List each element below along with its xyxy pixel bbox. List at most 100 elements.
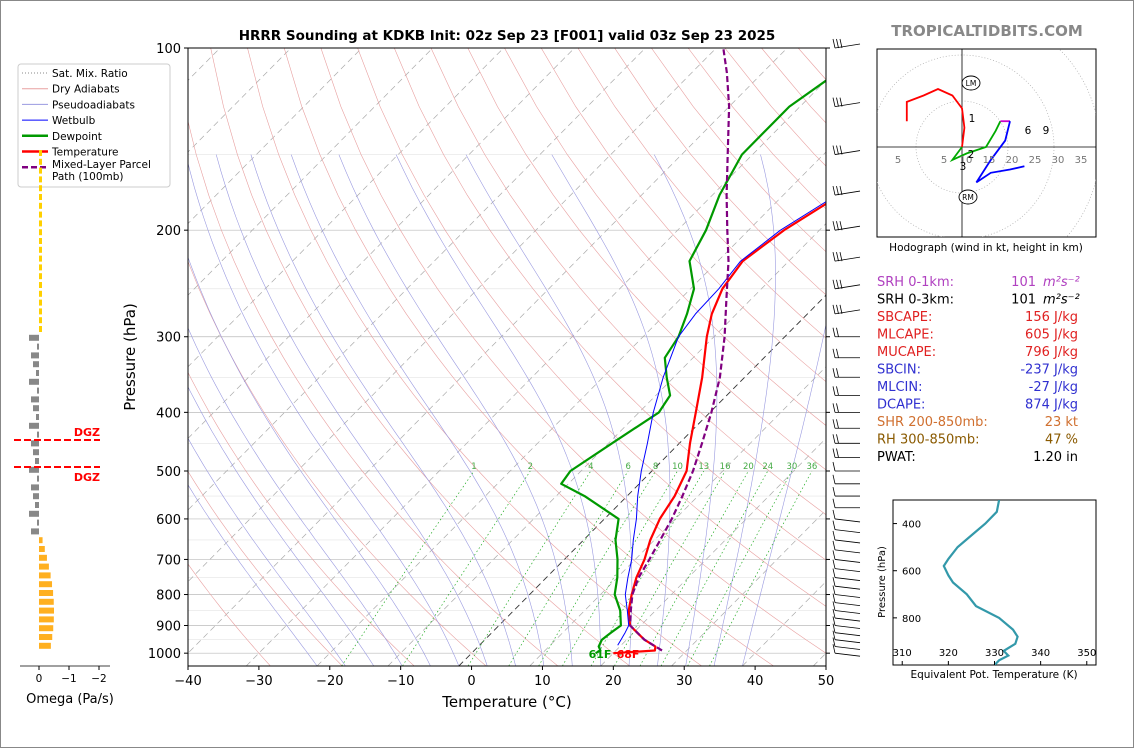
y-tick-label: 1000 (148, 647, 181, 662)
wind-barb (832, 486, 860, 497)
hodo-marker-label: RM (962, 193, 974, 202)
y-tick-label: 300 (156, 331, 181, 346)
legend: Sat. Mix. Ratio Dry Adiabats Pseudoadiabat… (17, 63, 171, 188)
omega-bar (29, 466, 39, 473)
omega-bar (39, 238, 42, 244)
isotherm (188, 48, 646, 511)
wind-barb-flag (832, 448, 836, 458)
omega-bar (37, 519, 39, 526)
wind-barb-flag (836, 279, 839, 289)
isotherm (0, 48, 7, 666)
wind-barb-flag (832, 540, 836, 550)
wind-barb-staff (834, 639, 861, 644)
wind-barb (832, 474, 860, 485)
dry-adiabat (430, 48, 826, 516)
index-value: 796 J/kg (1025, 345, 1078, 360)
omega-bar (37, 431, 39, 438)
index-unit: m²s⁻² (1043, 293, 1080, 308)
dgz-top-label: DGZ (74, 426, 100, 439)
mixing-ratio-line (687, 470, 793, 666)
wind-barb-flag (839, 279, 843, 289)
thetae-xlabel: Equivalent Pot. Temperature (K) (910, 669, 1077, 681)
wind-barb-flag (836, 221, 839, 231)
wind-barb (832, 279, 861, 290)
omega-bar (39, 317, 42, 324)
wind-barb (832, 637, 861, 650)
wind-barb-flag (836, 348, 839, 358)
wind-barb-staff (834, 284, 861, 290)
omega-bar (39, 246, 42, 253)
omega-bar (39, 264, 42, 271)
wind-barb-staff (834, 625, 861, 629)
moist-adiabat (250, 154, 516, 666)
wind-barb-flag (832, 327, 836, 337)
wind-barb-flag (836, 97, 839, 107)
moist-adiabat (653, 154, 718, 666)
wind-barb-flag (832, 577, 836, 587)
mixing-ratio-line (467, 470, 592, 666)
wind-barb (832, 559, 861, 573)
wind-barb (832, 304, 861, 315)
mixing-ratio-label: 10 (672, 462, 683, 472)
mixing-ratio-label: 6 (625, 462, 630, 472)
x-tick-label: −30 (245, 674, 272, 689)
wind-barb-staff (834, 559, 861, 563)
index-value: 47 % (1045, 433, 1078, 448)
thetae-line (942, 500, 1019, 665)
mixing-ratio-label: 20 (743, 462, 754, 472)
omega-bar (33, 449, 39, 456)
wind-barb (832, 577, 861, 590)
dry-adiabat (247, 48, 702, 666)
wind-barb-flag (839, 185, 843, 196)
omega-bar (39, 150, 42, 156)
omega-bar (39, 282, 42, 288)
wind-barb-flag (832, 498, 836, 508)
omega-bar (29, 422, 39, 429)
wind-barb (832, 185, 861, 196)
moist-adiabat (742, 322, 826, 666)
wind-barb-flag (836, 185, 839, 196)
omega-bar (31, 396, 39, 403)
profile-dewpoint (560, 79, 826, 655)
wind-barb (832, 568, 861, 581)
mixing-ratio-label: 30 (786, 462, 797, 472)
wind-barb (832, 509, 861, 523)
omega-bar (39, 607, 54, 614)
index-value: -237 J/kg (1020, 363, 1078, 378)
x-tick-label: 50 (818, 674, 835, 689)
wind-barb (832, 593, 861, 607)
hodo-tick-label: 5 (895, 155, 901, 166)
omega-tick-label: −2 (91, 673, 106, 685)
wind-barb-flag (839, 221, 843, 231)
dry-adiabat (320, 48, 826, 654)
x-tick-label: 10 (534, 674, 551, 689)
hodo-marker-ring (958, 189, 978, 205)
wind-barb-flag (836, 368, 839, 378)
mixing-ratio-label: 4 (588, 462, 593, 472)
wind-barb (832, 520, 861, 534)
wind-barb (832, 623, 861, 637)
mixing-ratio-label: 1 (471, 462, 476, 472)
legend-label: Pseudoadiabats (52, 99, 135, 111)
wind-barb-flag (832, 509, 836, 520)
y-tick-label: 100 (156, 42, 181, 57)
isotherm (188, 48, 575, 439)
omega-bar (39, 634, 53, 640)
isotherm (188, 48, 433, 296)
y-tick-label: 900 (156, 619, 181, 634)
omega-bar (29, 378, 39, 385)
omega-bar (39, 255, 42, 262)
isotherm (458, 294, 826, 666)
omega-bar (33, 361, 39, 368)
wind-barb (832, 530, 861, 544)
thetae-frame (892, 499, 1097, 666)
wind-barb-flag (836, 419, 839, 429)
hodo-height-label: 6 (1025, 125, 1032, 137)
wind-barb-flag (836, 434, 839, 444)
index-label: SRH 0-3km: (877, 293, 954, 308)
omega-bar (39, 554, 47, 561)
wind-barb-flag (839, 38, 843, 49)
y-tick-label: 600 (156, 513, 181, 528)
y-tick-label: 700 (156, 553, 181, 568)
thetae-x-tick-label: 340 (1031, 648, 1050, 659)
